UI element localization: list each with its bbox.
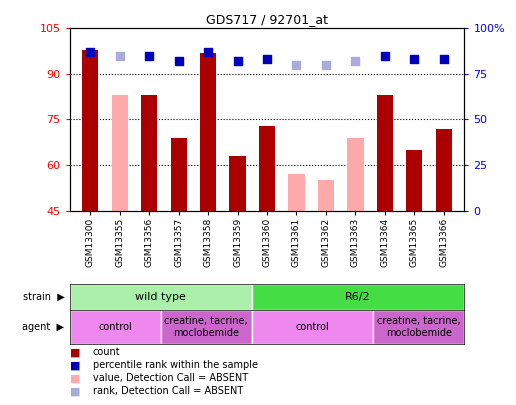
Bar [161,310,252,344]
Text: percentile rank within the sample: percentile rank within the sample [93,360,258,370]
Point [233,58,241,64]
Text: control: control [99,322,132,332]
Bar [252,284,464,310]
Point [440,56,448,62]
Text: value, Detection Call = ABSENT: value, Detection Call = ABSENT [93,373,248,383]
Text: ■: ■ [70,347,80,357]
Text: count: count [93,347,121,357]
Point [145,53,153,59]
Text: ■: ■ [70,386,80,396]
Bar [377,95,393,211]
Bar [373,310,464,344]
Bar [318,180,334,211]
Bar [436,129,452,211]
Bar [171,138,187,211]
Bar [230,156,246,211]
Text: wild type: wild type [135,292,186,302]
Bar [406,150,423,211]
Bar [259,126,275,211]
Bar [200,53,216,211]
Text: control: control [296,322,329,332]
Text: agent  ▶: agent ▶ [23,322,64,332]
Bar [70,284,252,310]
Bar [111,95,128,211]
Text: ■: ■ [70,373,80,383]
Point [174,58,183,64]
Point [86,49,94,55]
Bar [288,174,304,211]
Bar [252,310,373,344]
Text: ■: ■ [70,360,80,370]
Point [263,56,271,62]
Bar [82,49,99,211]
Point [381,53,389,59]
Point [322,62,330,68]
Text: creatine, tacrine,
moclobemide: creatine, tacrine, moclobemide [377,316,461,338]
Point [116,53,124,59]
Text: R6/2: R6/2 [345,292,371,302]
Text: strain  ▶: strain ▶ [23,292,64,302]
Point [410,56,418,62]
Point [351,58,360,64]
Point [293,62,301,68]
Text: creatine, tacrine,
moclobemide: creatine, tacrine, moclobemide [165,316,248,338]
Text: rank, Detection Call = ABSENT: rank, Detection Call = ABSENT [93,386,243,396]
Bar [347,138,363,211]
Bar [141,95,157,211]
Title: GDS717 / 92701_at: GDS717 / 92701_at [206,13,328,26]
Bar [70,310,161,344]
Point [204,49,212,55]
